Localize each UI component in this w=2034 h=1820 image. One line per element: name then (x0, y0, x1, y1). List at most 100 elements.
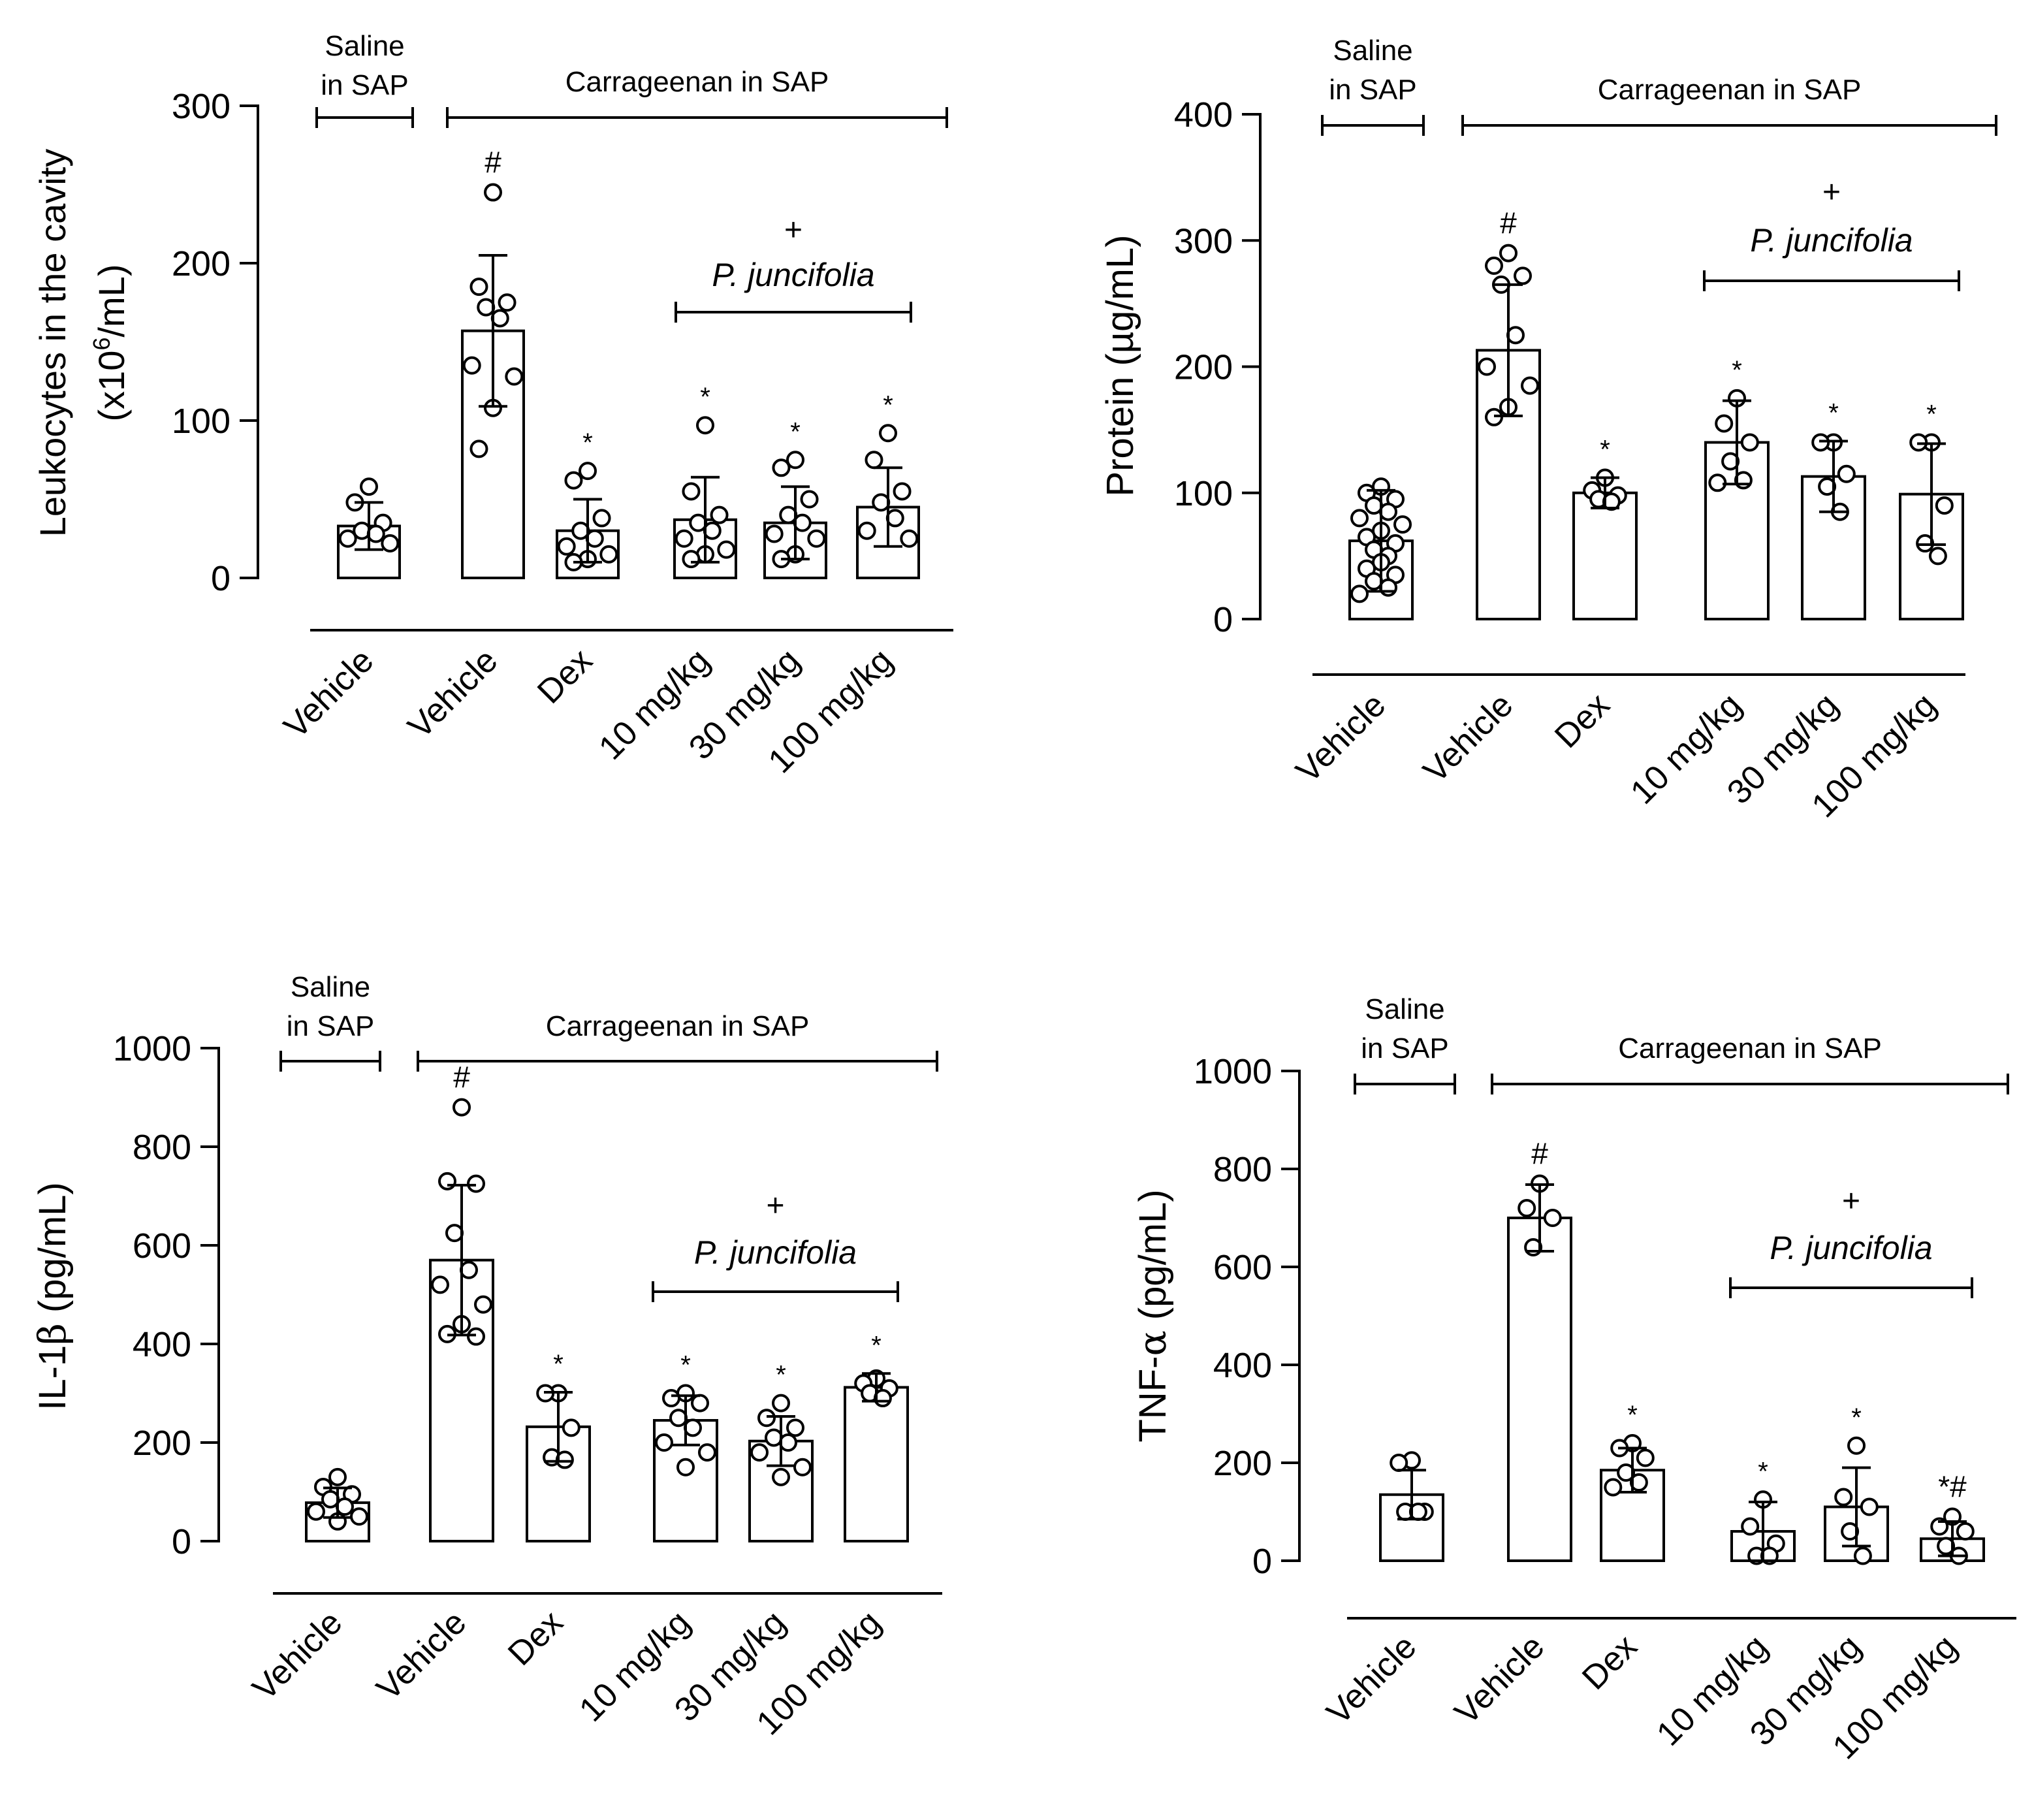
carrageenan-bracket (1491, 1074, 2009, 1094)
bar-group-1: Vehicle (277, 477, 401, 746)
data-point (1514, 266, 1532, 285)
data-point (793, 513, 812, 532)
significance-mark: * (1828, 399, 1839, 428)
data-point (469, 439, 488, 458)
significance-mark: # (453, 1061, 470, 1094)
y-tick-label: 1000 (113, 1029, 191, 1068)
significance-mark: * (680, 1351, 691, 1380)
data-point (1853, 1546, 1872, 1565)
data-point (1928, 547, 1947, 566)
data-point (710, 505, 729, 524)
data-point (431, 1275, 449, 1294)
significance-mark: * (553, 1350, 564, 1379)
data-point (662, 1389, 680, 1408)
data-point (1629, 1473, 1648, 1492)
data-point (474, 1295, 492, 1314)
data-point (484, 183, 502, 202)
data-point (1935, 496, 1954, 515)
data-point (1837, 464, 1856, 483)
bar-group-2: # Vehicle (1448, 1137, 1572, 1732)
data-point (1506, 326, 1525, 345)
data-point (585, 529, 604, 548)
y-tick-label: 800 (1213, 1150, 1272, 1189)
data-point (669, 1409, 688, 1428)
bar-group-1: Vehicle (1320, 1451, 1444, 1732)
data-point (1721, 452, 1740, 471)
data-point (490, 309, 509, 328)
data-point (698, 1443, 716, 1462)
bar-group-1: Vehicle (1289, 477, 1414, 790)
data-point (691, 1394, 709, 1413)
y-axis: 0 200 400 600 800 1000 (113, 1029, 220, 1561)
significance-mark: * (700, 383, 710, 411)
significance-mark: * (776, 1361, 786, 1390)
saline-label-line1: Saline (325, 30, 404, 62)
bar-group-2: # Vehicle (370, 1061, 494, 1708)
y-tick-label: 0 (211, 559, 230, 598)
y-tick-label: 100 (1174, 474, 1233, 513)
significance-mark: * (1926, 400, 1937, 428)
significance-mark: *# (1938, 1470, 1967, 1504)
data-point (562, 1418, 580, 1437)
y-tick-label: 300 (172, 87, 230, 126)
data-point (885, 509, 904, 528)
bar (1507, 1217, 1572, 1562)
bar-group-3: * Dex (1548, 436, 1638, 756)
category-label: Vehicle (246, 1603, 350, 1708)
y-label-prefix: IL-1 (31, 1345, 74, 1411)
panel-2: 0 100 200 300 400 Protein (µg/mL) Saline in SAP… (1099, 35, 1997, 825)
category-label: Dex (1548, 686, 1617, 755)
y-axis-label: IL-1β (pg/mL) (30, 1182, 74, 1410)
data-point (498, 293, 516, 312)
data-point (682, 550, 701, 569)
y-units-suffix: /mL) (91, 264, 132, 338)
data-point (857, 521, 876, 540)
plus-sign: + (784, 213, 802, 247)
panel-3: 0 200 400 600 800 1000 IL-1β (pg/mL) Saline in S… (30, 971, 942, 1742)
data-point (1393, 515, 1412, 534)
data-point (1602, 492, 1621, 511)
data-point (800, 490, 819, 509)
significance-mark: * (790, 417, 801, 446)
data-point (807, 529, 826, 548)
data-point (676, 1458, 695, 1477)
data-point (1604, 1478, 1623, 1497)
y-tick-label: 0 (172, 1522, 191, 1561)
data-point (350, 1507, 368, 1526)
bar-group-3: * Dex (1575, 1401, 1665, 1697)
y-tick-label: 1000 (1194, 1052, 1272, 1091)
significance-mark: * (883, 391, 893, 419)
bar-group-1: Vehicle (246, 1467, 370, 1708)
y-tick-label: 200 (1213, 1444, 1272, 1483)
data-point (765, 524, 784, 543)
data-point (360, 477, 378, 496)
y-label-suffix: (pg/mL) (1132, 1189, 1174, 1330)
data-point (865, 451, 883, 470)
data-point (717, 540, 736, 559)
y-label-greek: β (30, 1323, 74, 1345)
y-tick-label: 200 (172, 244, 230, 283)
plus-sign: + (1842, 1184, 1860, 1219)
saline-label-line2: in SAP (287, 1010, 375, 1042)
data-point (592, 509, 611, 528)
y-axis: 0 200 400 600 800 1000 (1194, 1052, 1301, 1581)
y-axis-label: Protein (µg/mL) (1099, 235, 1141, 497)
data-point (1521, 376, 1539, 395)
data-point (579, 462, 597, 481)
carrageenan-label: Carrageenan in SAP (565, 66, 829, 98)
data-point (1379, 578, 1397, 597)
carrageenan-bracket (417, 1051, 938, 1072)
saline-label-line1: Saline (291, 971, 370, 1003)
treatment-bracket (1729, 1277, 1973, 1298)
data-point (469, 278, 488, 296)
data-point (1350, 509, 1369, 528)
significance-mark: * (1758, 1457, 1768, 1486)
data-point (307, 1502, 325, 1521)
data-point (779, 1433, 797, 1452)
data-point (1847, 1436, 1866, 1455)
data-point (900, 529, 919, 548)
category-label: Dex (501, 1603, 570, 1672)
data-point (675, 529, 693, 548)
y-label-prefix: TNF- (1132, 1356, 1174, 1443)
